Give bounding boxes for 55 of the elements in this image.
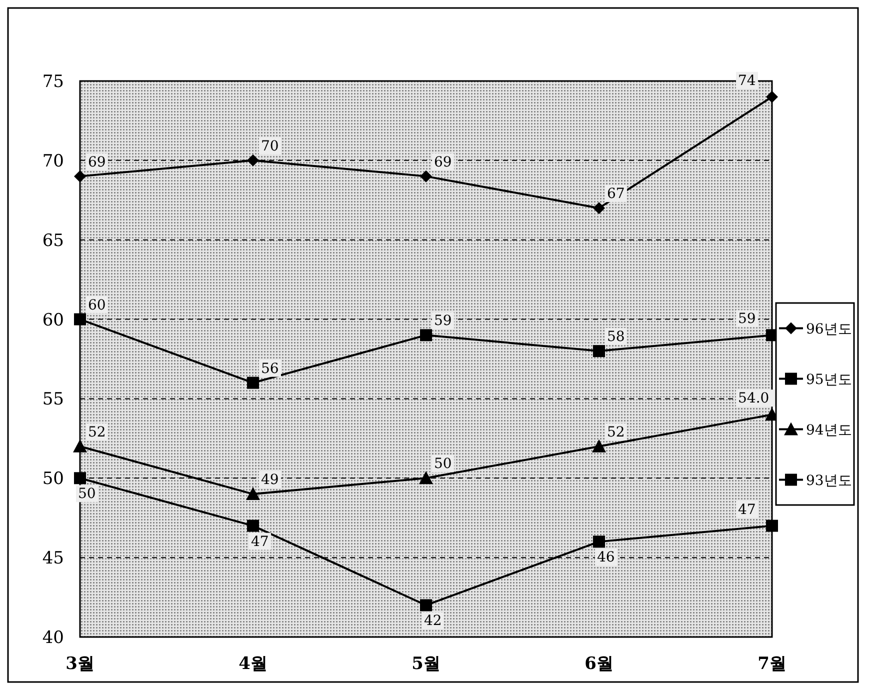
y-tick-label: 55 — [42, 390, 64, 410]
data-label: 52 — [88, 424, 106, 440]
point — [593, 202, 605, 214]
point — [420, 170, 432, 182]
y-tick-label: 45 — [42, 548, 64, 569]
data-label: 46 — [597, 550, 615, 566]
point — [593, 345, 605, 358]
point — [246, 487, 260, 500]
y-tick-label: 50 — [42, 469, 64, 490]
point — [420, 599, 432, 612]
data-label: 58 — [607, 329, 625, 346]
point — [766, 520, 778, 532]
data-label: 74 — [738, 72, 756, 89]
point — [73, 439, 87, 452]
data-label: 42 — [424, 613, 442, 630]
legend-label: 94년도 — [806, 422, 852, 438]
x-tick-label: 4월 — [238, 654, 268, 674]
data-label: 69 — [434, 154, 452, 170]
data-label: 59 — [738, 311, 756, 328]
point — [247, 376, 259, 389]
y-tick-label: 60 — [42, 310, 64, 330]
data-label: 70 — [261, 138, 279, 154]
data-label: 56 — [261, 360, 279, 377]
data-label: 50 — [78, 486, 96, 502]
x-tick-label: 5월 — [412, 654, 440, 674]
point — [74, 170, 86, 182]
legend-label: 93년도 — [806, 472, 852, 489]
point — [419, 471, 433, 484]
data-label: 49 — [261, 472, 279, 488]
point — [420, 329, 432, 342]
data-label: 60 — [88, 297, 106, 314]
legend-label: 96년도 — [806, 321, 852, 338]
point — [766, 90, 778, 103]
data-label: 54.0 — [738, 390, 770, 407]
data-label: 69 — [88, 154, 106, 170]
y-tick-label: 75 — [42, 72, 64, 92]
point — [247, 154, 259, 166]
point — [74, 472, 86, 484]
data-label: 50 — [434, 456, 452, 472]
legend-label: 95년도 — [806, 372, 852, 388]
data-label: 47 — [738, 502, 756, 518]
data-label: 67 — [607, 186, 625, 202]
data-label: 59 — [434, 313, 452, 330]
data-label: 52 — [607, 424, 625, 440]
y-tick-label: 70 — [42, 151, 64, 172]
point — [592, 439, 606, 452]
point — [247, 520, 259, 532]
data-label: 47 — [251, 534, 269, 550]
x-tick-label: 7월 — [758, 654, 786, 674]
y-tick-label: 65 — [42, 230, 64, 251]
point — [593, 536, 605, 548]
y-tick-label: 40 — [42, 628, 64, 648]
x-tick-label: 3월 — [66, 654, 94, 674]
x-tick-label: 6월 — [584, 654, 614, 674]
point — [74, 313, 86, 326]
